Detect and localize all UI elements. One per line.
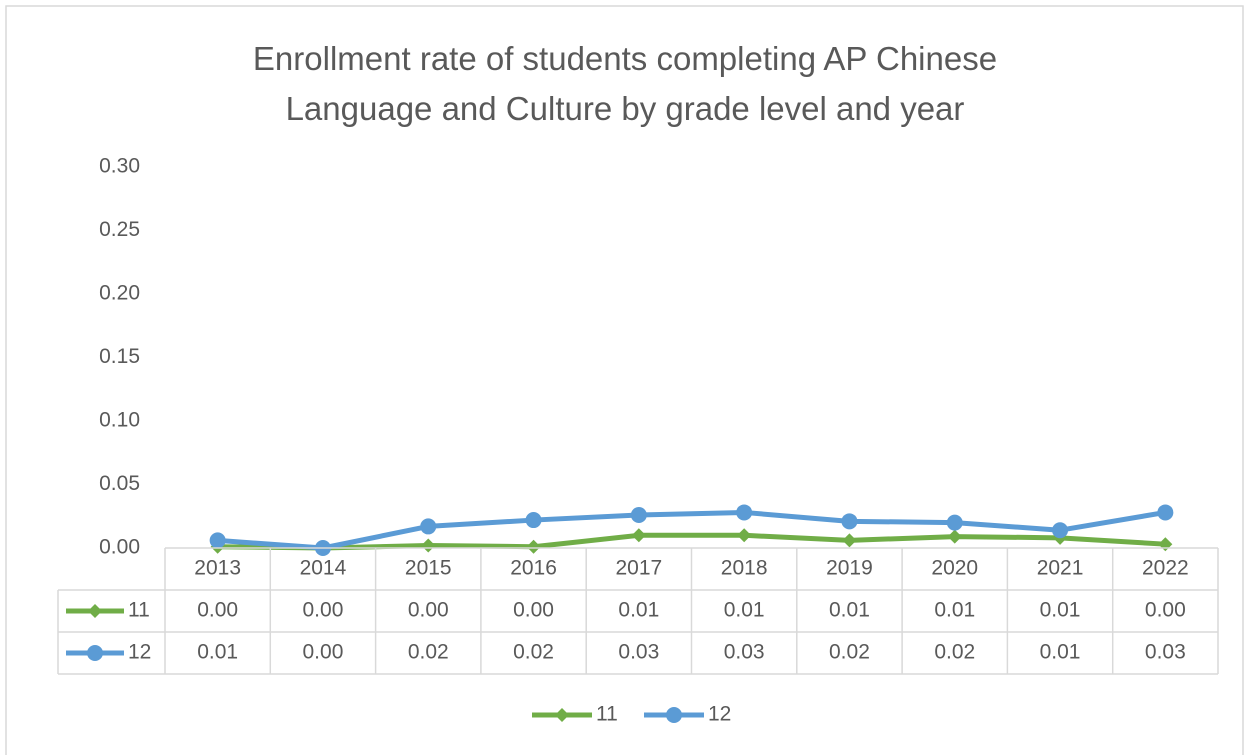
table-value: 0.03 (1145, 641, 1186, 664)
table-value: 0.01 (618, 599, 659, 622)
table-value: 0.02 (408, 641, 449, 664)
x-tick-label: 2022 (1142, 557, 1189, 580)
data-point (630, 506, 647, 523)
chart-title: Enrollment rate of students completing A… (252, 40, 998, 127)
data-point (1052, 522, 1069, 539)
data-point (841, 513, 858, 530)
data-point (209, 532, 226, 549)
table-value: 0.00 (303, 641, 344, 664)
table-value: 0.02 (934, 641, 975, 664)
table-value: 0.00 (197, 599, 238, 622)
y-tick-label: 0.05 (99, 472, 140, 495)
table-legend-marker (87, 645, 103, 661)
data-point (737, 528, 752, 543)
x-tick-label: 2016 (510, 557, 557, 580)
table-value: 0.01 (934, 599, 975, 622)
x-tick-label: 2015 (405, 557, 452, 580)
data-point (526, 539, 541, 554)
data-point (631, 528, 646, 543)
table-value: 0.01 (829, 599, 870, 622)
x-tick-label: 2021 (1037, 557, 1084, 580)
y-tick-label: 0.30 (99, 155, 140, 178)
table-value: 0.01 (1040, 599, 1081, 622)
table-value: 0.00 (1145, 599, 1186, 622)
series-line (217, 509, 1166, 551)
series-line (217, 532, 1166, 551)
table-value: 0.01 (1040, 641, 1081, 664)
table-value: 0.02 (829, 641, 870, 664)
data-point (420, 518, 437, 535)
table-value: 0.00 (303, 599, 344, 622)
x-tick-label: 2014 (300, 557, 347, 580)
table-value: 0.01 (197, 641, 238, 664)
x-tick-label: 2018 (721, 557, 768, 580)
data-point (525, 512, 542, 529)
table-value: 0.03 (618, 641, 659, 664)
data-point (1158, 537, 1173, 552)
table-value: 0.01 (724, 599, 765, 622)
x-tick-label: 2019 (826, 557, 873, 580)
y-tick-label: 0.25 (99, 218, 140, 241)
table-value: 0.00 (513, 599, 554, 622)
y-tick-label: 0.20 (99, 282, 140, 305)
x-tick-label: 2013 (194, 557, 241, 580)
data-point (421, 538, 436, 553)
table-value: 0.03 (724, 641, 765, 664)
table-series-name: 12 (128, 641, 151, 664)
data-point (947, 529, 962, 544)
data-point (1157, 504, 1174, 521)
y-tick-label: 0.10 (99, 409, 140, 432)
legend-marker (666, 707, 682, 723)
data-point (946, 514, 963, 531)
x-tick-label: 2020 (931, 557, 978, 580)
data-point (736, 504, 753, 521)
y-tick-label: 0.00 (99, 536, 140, 559)
legend-label: 11 (596, 703, 618, 726)
table-value: 0.00 (408, 599, 449, 622)
table-legend-marker (88, 604, 102, 618)
x-tick-label: 2017 (615, 557, 662, 580)
table-series-name: 11 (128, 599, 150, 622)
data-point (842, 533, 857, 548)
legend-marker (555, 708, 569, 722)
chart-border (5, 5, 1244, 755)
legend-label: 12 (708, 703, 731, 726)
y-tick-label: 0.15 (99, 345, 140, 368)
table-value: 0.02 (513, 641, 554, 664)
